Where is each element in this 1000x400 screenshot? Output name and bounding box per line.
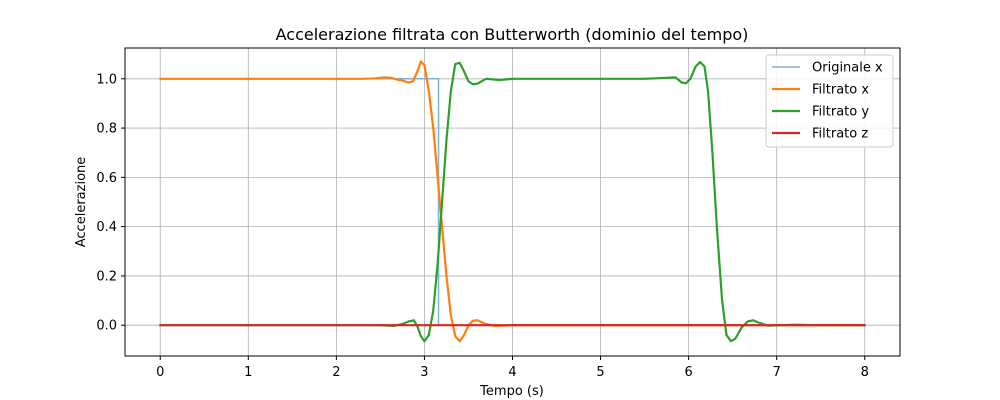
y-tick-label: 0.2 [96,269,117,284]
y-tick-label: 1.0 [96,72,117,87]
axis-ticks: 0 1 2 3 4 5 6 7 8 0.0 0.2 0.4 0.6 0.8 1.0 [96,72,869,380]
legend-label-originale-x: Originale x [812,61,883,76]
x-tick-label: 0 [156,365,164,380]
legend-label-filtrato-y: Filtrato y [812,105,869,120]
y-tick-label: 0.4 [96,220,117,235]
series-layer [159,60,866,343]
x-tick-label: 6 [684,365,692,380]
series-line-filtrato-y [159,60,866,343]
x-tick-label: 8 [861,365,869,380]
legend-label-filtrato-z: Filtrato z [812,127,868,142]
x-tick-label: 4 [508,365,516,380]
x-tick-label: 7 [773,365,781,380]
series-line-filtrato-x [159,60,866,343]
y-tick-label: 0.8 [96,122,117,137]
y-tick-label: 0.0 [96,319,117,334]
x-tick-label: 2 [332,365,340,380]
x-tick-label: 5 [596,365,604,380]
x-tick-label: 1 [244,365,252,380]
chart-title: Accelerazione filtrata con Butterworth (… [276,25,749,44]
x-axis-label: Tempo (s) [479,384,544,399]
x-tick-label: 3 [420,365,428,380]
legend-box [765,54,894,148]
y-axis-label: Accelerazione [74,157,89,248]
legend: Originale x Filtrato x Filtrato y Filtrato … [765,54,894,148]
y-tick-label: 0.6 [96,171,117,186]
legend-label-filtrato-x: Filtrato x [812,83,869,98]
